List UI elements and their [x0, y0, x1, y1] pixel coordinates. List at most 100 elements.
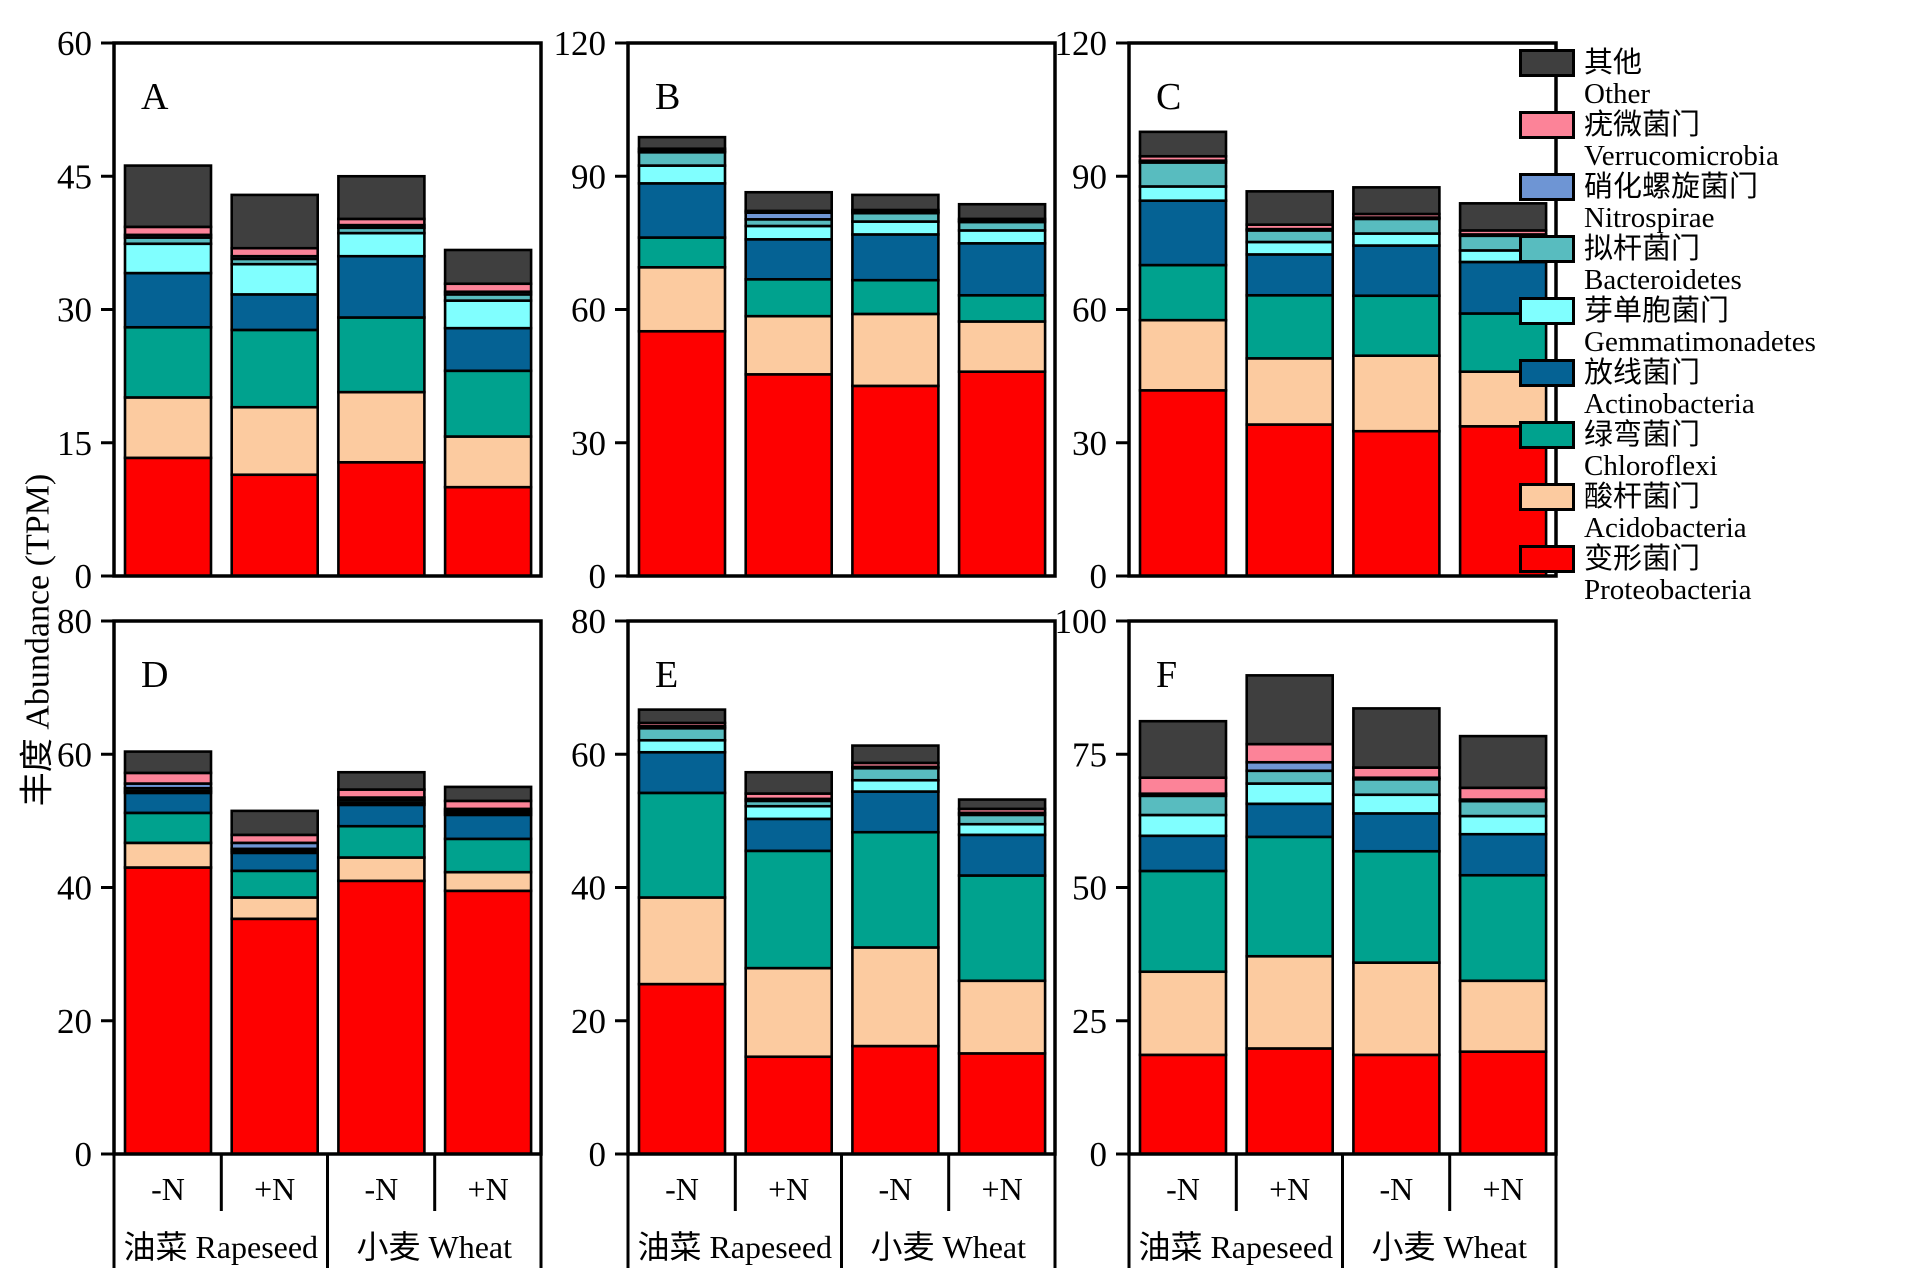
segment-gemmatimonadetes — [1138, 185, 1228, 202]
segment-chloroflexi — [851, 278, 940, 316]
y-tick-label: 100 — [1055, 602, 1108, 641]
segment-acidobacteria — [1245, 357, 1334, 426]
segment-proteobacteria — [957, 370, 1047, 578]
segment-other — [1458, 202, 1548, 232]
segment-gemmatimonadetes — [1352, 232, 1441, 247]
panel-letter: D — [141, 654, 168, 696]
segment-gemmatimonadetes — [637, 738, 727, 754]
y-tick-label: 80 — [57, 602, 92, 641]
segment-other — [230, 809, 319, 837]
panel-B-bar-小麦 Wheat--N — [851, 193, 940, 578]
x-treatment-label: +N — [982, 1171, 1023, 1207]
panel-letter: E — [655, 654, 678, 696]
legend-swatch-other — [1519, 49, 1575, 77]
legend-item-proteobacteria: 变形菌门 Proteobacteria — [1519, 544, 1911, 606]
panel-E: 0 20 40 60 80 E -N +N -N +N 油菜 Rapeseed 小麦 Wheat — [571, 602, 1057, 1268]
segment-gemmatimonadetes — [851, 778, 940, 793]
legend-item-other: 其他 Other — [1519, 48, 1911, 110]
x-group-label: 油菜 Rapeseed — [1138, 1229, 1333, 1265]
y-tick-label: 0 — [75, 1135, 93, 1174]
y-tick-label: 90 — [1072, 157, 1107, 196]
segment-verrucomicrobia — [1245, 742, 1334, 764]
panel-E-bar-小麦 Wheat-+N — [957, 798, 1047, 1156]
segment-other — [1245, 674, 1334, 746]
segment-other — [230, 193, 319, 250]
panel-A-bar-小麦 Wheat--N — [337, 174, 426, 578]
segment-acidobacteria — [230, 896, 319, 921]
y-tick-label: 60 — [571, 291, 606, 330]
panel-E-bar-油菜 Rapeseed-+N — [744, 770, 833, 1156]
panel-letter: B — [655, 76, 680, 118]
y-tick-label: 60 — [571, 735, 606, 774]
y-tick-label: 30 — [57, 291, 92, 330]
segment-gemmatimonadetes — [957, 822, 1047, 837]
y-tick-label: 90 — [571, 157, 606, 196]
segment-gemmatimonadetes — [1245, 782, 1334, 806]
panel-F: 0 25 50 75 100 F -N +N -N +N 油菜 Rapeseed 小麦 Wheat — [1055, 602, 1558, 1268]
segment-acidobacteria — [1245, 954, 1334, 1050]
panel-A: 0 15 30 45 60 A — [57, 24, 543, 596]
segment-gemmatimonadetes — [744, 804, 833, 821]
x-treatment-label: +N — [1269, 1171, 1310, 1207]
y-tick-label: 45 — [57, 157, 92, 196]
panel-letter: C — [1156, 76, 1181, 118]
segment-chloroflexi — [443, 369, 533, 438]
segment-other — [123, 750, 213, 775]
segment-bacteroidetes — [1245, 769, 1334, 785]
segment-actinobacteria — [337, 803, 426, 828]
x-treatment-label: -N — [1166, 1171, 1200, 1207]
legend-swatch-actinobacteria — [1519, 359, 1575, 387]
segment-other — [957, 798, 1047, 811]
panel-B: 0 30 60 90 120 B — [554, 24, 1057, 596]
segment-gemmatimonadetes — [1245, 240, 1334, 256]
segment-other — [851, 193, 940, 212]
y-tick-label: 80 — [571, 602, 606, 641]
legend-item-gemmatimonadetes: 芽单胞菌门 Gemmatimonadetes — [1519, 296, 1911, 358]
segment-acidobacteria — [1352, 354, 1441, 433]
segment-other — [957, 202, 1047, 221]
y-tick-label: 50 — [1072, 869, 1107, 908]
y-tick-label: 0 — [1090, 557, 1108, 596]
segment-acidobacteria — [637, 266, 727, 333]
segment-verrucomicrobia — [1458, 786, 1548, 801]
legend-swatch-bacteroidetes — [1519, 235, 1575, 263]
x-treatment-label: -N — [665, 1171, 699, 1207]
segment-chloroflexi — [1245, 835, 1334, 958]
legend-label-en-acidobacteria: Acidobacteria — [1584, 512, 1747, 544]
segment-acidobacteria — [957, 979, 1047, 1055]
panel-E-bar-油菜 Rapeseed--N — [637, 708, 727, 1156]
segment-actinobacteria — [851, 233, 940, 282]
segment-chloroflexi — [1138, 869, 1228, 974]
legend-label-en-actinobacteria: Actinobacteria — [1584, 388, 1755, 420]
segment-chloroflexi — [637, 236, 727, 269]
segment-other — [443, 785, 533, 803]
legend-label-zh-chloroflexi: 绿弯菌门 — [1584, 419, 1701, 451]
segment-acidobacteria — [957, 320, 1047, 373]
legend-label-en-verrucomicrobia: Verrucomicrobia — [1584, 140, 1779, 172]
segment-actinobacteria — [637, 750, 727, 795]
legend-label-zh-nitrospirae: 硝化螺旋菌门 — [1584, 171, 1759, 203]
y-tick-label: 0 — [75, 557, 93, 596]
segment-other — [337, 770, 426, 791]
panel-F-bar-小麦 Wheat--N — [1352, 707, 1441, 1156]
legend-item-chloroflexi: 绿弯菌门 Chloroflexi — [1519, 420, 1911, 482]
segment-bacteroidetes — [1352, 778, 1441, 797]
segment-proteobacteria — [1352, 429, 1441, 578]
x-treatment-label: -N — [879, 1171, 913, 1207]
panel-F-bar-油菜 Rapeseed--N — [1138, 719, 1228, 1156]
segment-bacteroidetes — [851, 766, 940, 782]
segment-acidobacteria — [1352, 961, 1441, 1057]
segment-proteobacteria — [230, 917, 319, 1156]
panel-A-bar-小麦 Wheat-+N — [443, 248, 533, 578]
segment-proteobacteria — [637, 329, 727, 578]
segment-proteobacteria — [1245, 423, 1334, 578]
segment-chloroflexi — [1458, 873, 1548, 983]
y-tick-label: 60 — [57, 24, 92, 63]
legend-swatch-chloroflexi — [1519, 421, 1575, 449]
y-tick-label: 20 — [57, 1002, 92, 1041]
segment-chloroflexi — [744, 849, 833, 970]
legend-swatch-gemmatimonadetes — [1519, 297, 1575, 325]
segment-bacteroidetes — [1138, 794, 1228, 817]
y-tick-label: 0 — [589, 1135, 607, 1174]
